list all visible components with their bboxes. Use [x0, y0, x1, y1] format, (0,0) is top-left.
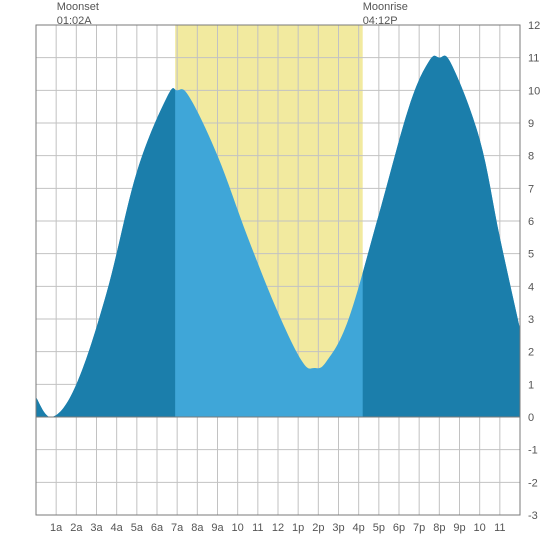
svg-text:0: 0 [528, 412, 534, 424]
svg-text:5a: 5a [131, 522, 144, 534]
svg-text:7: 7 [528, 183, 534, 195]
svg-text:7a: 7a [171, 522, 184, 534]
svg-text:3p: 3p [332, 522, 344, 534]
svg-text:9: 9 [528, 118, 534, 130]
svg-text:-3: -3 [528, 510, 538, 522]
svg-text:11: 11 [528, 53, 539, 65]
svg-text:10: 10 [474, 522, 486, 534]
moonset-label: Moonset 01:02A [57, 0, 99, 29]
svg-text:1: 1 [528, 379, 534, 391]
svg-text:8: 8 [528, 151, 534, 163]
svg-text:10: 10 [232, 522, 244, 534]
svg-text:12: 12 [528, 20, 540, 32]
svg-text:4: 4 [528, 281, 534, 293]
svg-text:12: 12 [272, 522, 284, 534]
svg-text:2a: 2a [70, 522, 83, 534]
svg-text:9p: 9p [453, 522, 465, 534]
svg-text:3a: 3a [90, 522, 103, 534]
svg-text:4a: 4a [111, 522, 124, 534]
moonrise-title: Moonrise [363, 0, 408, 14]
svg-text:8p: 8p [433, 522, 445, 534]
moonset-title: Moonset [57, 0, 99, 14]
svg-text:-2: -2 [528, 477, 538, 489]
svg-text:6p: 6p [393, 522, 405, 534]
svg-text:10: 10 [528, 85, 540, 97]
svg-text:1p: 1p [292, 522, 304, 534]
svg-text:9a: 9a [211, 522, 224, 534]
moonrise-time: 04:12P [363, 14, 408, 28]
moonset-time: 01:02A [57, 14, 99, 28]
svg-text:5: 5 [528, 249, 534, 261]
svg-text:6a: 6a [151, 522, 164, 534]
svg-text:4p: 4p [353, 522, 365, 534]
svg-text:7p: 7p [413, 522, 425, 534]
svg-text:3: 3 [528, 314, 534, 326]
svg-text:2p: 2p [312, 522, 324, 534]
moonrise-label: Moonrise 04:12P [363, 0, 408, 29]
tide-chart: Moonset 01:02A Moonrise 04:12P -3-2-1012… [0, 0, 550, 550]
svg-text:5p: 5p [373, 522, 385, 534]
svg-text:11: 11 [252, 522, 263, 534]
svg-text:1a: 1a [50, 522, 63, 534]
svg-text:6: 6 [528, 216, 534, 228]
chart-svg: -3-2-101234567891011121a2a3a4a5a6a7a8a9a… [0, 0, 550, 550]
svg-text:8a: 8a [191, 522, 204, 534]
svg-text:2: 2 [528, 347, 534, 359]
svg-text:-1: -1 [528, 445, 538, 457]
svg-text:11: 11 [494, 522, 505, 534]
